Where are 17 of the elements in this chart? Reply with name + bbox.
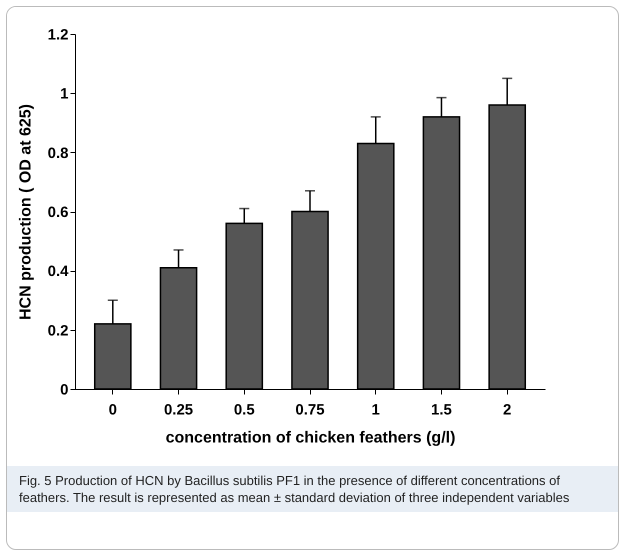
y-tick-label: 0.2 [48,322,68,340]
y-tick-label: 1 [60,86,68,103]
y-axis-title: HCN production ( OD at 625) [18,104,35,320]
x-tick-label: 2 [503,402,512,418]
x-tick-label: 0.25 [164,402,194,418]
y-tick-label: 0.8 [48,144,68,162]
x-tick-label: 1 [372,402,380,418]
y-tick-label: 1.2 [48,26,68,44]
x-tick-label: 0.75 [295,402,325,418]
x-tick-label: 0.5 [234,402,255,418]
y-tick-label: 0 [60,382,68,398]
x-tick-label: 1.5 [431,402,452,418]
y-tick-label: 0.6 [48,204,68,221]
caption: Fig. 5 Production of HCN by Bacillus subtilis PF1 in the presence of different concentrations of feathers. The result is represented as mean ± standard deviation of three independent variables [7,466,618,512]
x-tick-label: 0 [108,402,117,418]
x-axis-title: concentration of chicken feathers (g/l) [166,430,456,446]
y-tick-label: 0.4 [48,263,70,280]
